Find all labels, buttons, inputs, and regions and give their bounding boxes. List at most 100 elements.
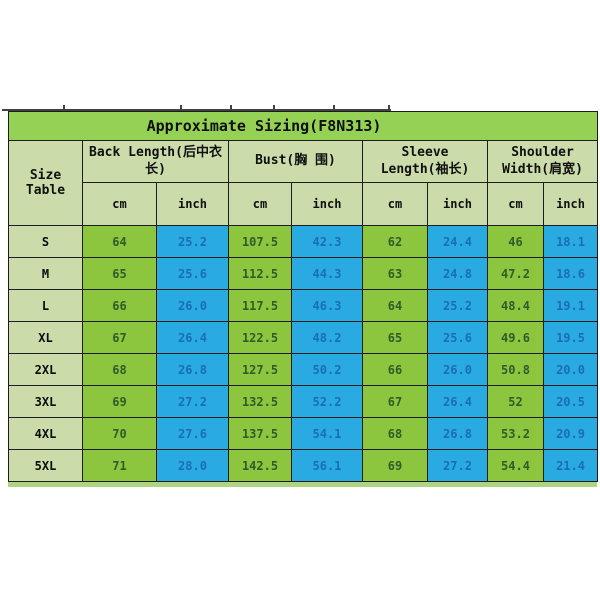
corner-size-table-label: Size Table <box>8 140 83 226</box>
unit-inch-shoulder: inch <box>542 182 599 226</box>
row-label-size: S <box>8 225 83 258</box>
cell-back-inch: 27.2 <box>156 385 229 418</box>
unit-cm-shoulder: cm <box>487 182 544 226</box>
cropped-divider-tick <box>388 105 390 110</box>
units-row: cm inch cm inch cm inch cm inch <box>9 182 599 226</box>
cell-sleeve-cm: 66 <box>362 353 428 386</box>
cell-sleeve-inch: 24.8 <box>427 257 488 290</box>
cell-shoulder-cm: 53.2 <box>487 417 544 450</box>
row-label-size: 2XL <box>8 353 83 386</box>
cropped-divider-tick <box>63 105 65 110</box>
cell-sleeve-inch: 25.6 <box>427 321 488 354</box>
sizing-table-container: Approximate Sizing(F8N313) Size Table Ba… <box>7 111 599 487</box>
unit-inch-back: inch <box>156 182 229 226</box>
col-group-shoulder-width: Shoulder Width(肩宽) <box>486 140 599 183</box>
cell-shoulder-inch: 18.6 <box>542 257 599 290</box>
cropped-row-remnant-line <box>2 109 391 111</box>
unit-cm-bust: cm <box>228 182 292 226</box>
cell-back-cm: 68 <box>82 353 157 386</box>
cell-bust-cm: 107.5 <box>228 225 292 258</box>
row-label-size: M <box>8 257 83 290</box>
table-row-5xl: 5XL 71 28.0 142.5 56.1 69 27.2 54.4 21.4 <box>8 449 599 482</box>
table-row-3xl: 3XL 69 27.2 132.5 52.2 67 26.4 52 20.5 <box>8 385 599 418</box>
unit-inch-sleeve: inch <box>427 182 488 226</box>
cell-back-inch: 28.0 <box>156 449 229 482</box>
cell-sleeve-inch: 25.2 <box>427 289 488 322</box>
cell-shoulder-cm: 50.8 <box>487 353 544 386</box>
cell-back-cm: 71 <box>82 449 157 482</box>
cell-bust-inch: 52.2 <box>291 385 363 418</box>
table-row-s: S 64 25.2 107.5 42.3 62 24.4 46 18.1 <box>8 225 599 258</box>
row-label-size: 4XL <box>8 417 83 450</box>
cell-bust-cm: 137.5 <box>228 417 292 450</box>
cell-back-inch: 26.4 <box>156 321 229 354</box>
cell-bust-inch: 44.3 <box>291 257 363 290</box>
cell-back-cm: 64 <box>82 225 157 258</box>
cell-back-inch: 27.6 <box>156 417 229 450</box>
table-row-4xl: 4XL 70 27.6 137.5 54.1 68 26.8 53.2 20.9 <box>8 417 599 450</box>
table-title: Approximate Sizing(F8N313) <box>7 111 599 141</box>
cell-shoulder-cm: 52 <box>487 385 544 418</box>
unit-cm-sleeve: cm <box>362 182 428 226</box>
cell-bust-cm: 142.5 <box>228 449 292 482</box>
cell-back-cm: 66 <box>82 289 157 322</box>
cell-bust-cm: 132.5 <box>228 385 292 418</box>
cell-sleeve-inch: 26.4 <box>427 385 488 418</box>
cell-shoulder-cm: 54.4 <box>487 449 544 482</box>
cell-bust-inch: 54.1 <box>291 417 363 450</box>
row-label-size: XL <box>8 321 83 354</box>
cell-bust-cm: 127.5 <box>228 353 292 386</box>
col-group-sleeve-length: Sleeve Length(袖长) <box>362 140 488 183</box>
cell-shoulder-inch: 20.5 <box>542 385 599 418</box>
table-row-m: M 65 25.6 112.5 44.3 63 24.8 47.2 18.6 <box>8 257 599 290</box>
cell-sleeve-inch: 26.8 <box>427 417 488 450</box>
cell-back-inch: 25.2 <box>156 225 229 258</box>
cell-sleeve-cm: 67 <box>362 385 428 418</box>
cell-sleeve-cm: 62 <box>362 225 428 258</box>
row-label-size: 3XL <box>8 385 83 418</box>
cell-back-cm: 65 <box>82 257 157 290</box>
cell-shoulder-inch: 20.0 <box>542 353 599 386</box>
cell-sleeve-cm: 69 <box>362 449 428 482</box>
cell-sleeve-cm: 68 <box>362 417 428 450</box>
cell-sleeve-inch: 24.4 <box>427 225 488 258</box>
cropped-divider-tick <box>333 105 335 110</box>
cell-bust-cm: 122.5 <box>228 321 292 354</box>
table-row-xl: XL 67 26.4 122.5 48.2 65 25.6 49.6 19.5 <box>8 321 599 354</box>
cell-sleeve-cm: 64 <box>362 289 428 322</box>
col-group-back-length: Back Length(后中衣长) <box>82 140 229 183</box>
cell-shoulder-cm: 49.6 <box>487 321 544 354</box>
cell-bust-inch: 48.2 <box>291 321 363 354</box>
cell-shoulder-inch: 19.5 <box>542 321 599 354</box>
cell-back-cm: 69 <box>82 385 157 418</box>
table-row-l: L 66 26.0 117.5 46.3 64 25.2 48.4 19.1 <box>8 289 599 322</box>
cropped-divider-tick <box>180 105 182 110</box>
row-label-size: L <box>8 289 83 322</box>
cell-shoulder-cm: 47.2 <box>487 257 544 290</box>
table-row-2xl: 2XL 68 26.8 127.5 50.2 66 26.0 50.8 20.0 <box>8 353 599 386</box>
cell-back-cm: 67 <box>82 321 157 354</box>
cell-back-inch: 26.0 <box>156 289 229 322</box>
col-group-bust: Bust(胸 围) <box>228 140 363 183</box>
title-row: Approximate Sizing(F8N313) <box>7 111 599 141</box>
cell-back-cm: 70 <box>82 417 157 450</box>
cell-shoulder-inch: 18.1 <box>542 225 599 258</box>
cell-shoulder-inch: 19.1 <box>542 289 599 322</box>
cell-back-inch: 25.6 <box>156 257 229 290</box>
table-bottom-strip <box>8 482 597 487</box>
cell-shoulder-inch: 21.4 <box>542 449 599 482</box>
cell-sleeve-inch: 26.0 <box>427 353 488 386</box>
cell-bust-inch: 50.2 <box>291 353 363 386</box>
cell-sleeve-inch: 27.2 <box>427 449 488 482</box>
sizing-table: Approximate Sizing(F8N313) Size Table Ba… <box>7 111 599 482</box>
cell-sleeve-cm: 65 <box>362 321 428 354</box>
cell-back-inch: 26.8 <box>156 353 229 386</box>
cell-shoulder-cm: 48.4 <box>487 289 544 322</box>
cell-shoulder-inch: 20.9 <box>542 417 599 450</box>
cell-bust-inch: 42.3 <box>291 225 363 258</box>
cell-shoulder-cm: 46 <box>487 225 544 258</box>
cropped-divider-tick <box>230 105 232 110</box>
row-label-size: 5XL <box>8 449 83 482</box>
cell-sleeve-cm: 63 <box>362 257 428 290</box>
